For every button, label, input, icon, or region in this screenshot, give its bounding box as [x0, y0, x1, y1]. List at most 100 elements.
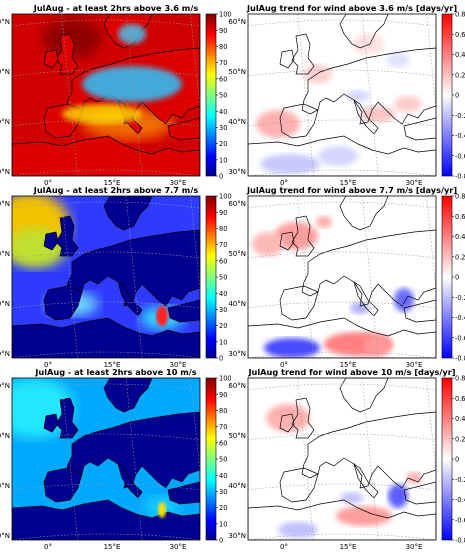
lat-label: 60°N [228, 200, 246, 208]
colorbar-tick-label: 0 [219, 537, 223, 545]
lat-label: 40°N [228, 482, 246, 490]
colorbar-tick-label: 90 [219, 391, 227, 399]
panel-title: JulAug - at least 2hrs above 7.7 m/s [33, 185, 199, 195]
lon-label: 30°E [170, 361, 187, 369]
colorbar-tick-label: 60 [219, 257, 227, 265]
colorbar-tick-label: 40 [219, 290, 227, 298]
lon-label: 30°E [170, 543, 187, 550]
colorbar-tick-label: 0.2 [455, 71, 465, 79]
lon-label: 15°E [104, 179, 121, 187]
colorbar-tick-label: -0.2 [455, 112, 465, 120]
lon-label: 15°E [340, 179, 357, 187]
colorbar-tick-label: 100 [219, 193, 232, 201]
lat-label: 60°N [228, 382, 246, 390]
colorbar-tick-label: 80 [219, 407, 227, 415]
lat-label: 30°N [0, 532, 10, 540]
lon-label: 30°E [170, 179, 187, 187]
colorbar-tick-label: -0.6 [455, 152, 465, 160]
map-field [12, 378, 200, 540]
lon-label: 0° [44, 543, 52, 550]
colorbar-tick-label: -0.4 [455, 314, 465, 322]
colorbar-tick-label: 70 [219, 423, 227, 431]
lat-label: 50°N [0, 432, 10, 440]
colorbar-tick-label: -0.4 [455, 496, 465, 504]
colorbar: 0.8 0.6 0.4 0.2 0 -0.2 -0.4 -0.6 -0.8 [441, 375, 465, 545]
lat-label: 40°N [228, 118, 246, 126]
lat-label: 30°N [228, 168, 246, 176]
lat-label: 50°N [228, 68, 246, 76]
lat-label: 50°N [0, 68, 10, 76]
colorbar-tick-label: 10 [219, 338, 227, 346]
colorbar-tick-label: 90 [219, 209, 227, 217]
colorbar-tick-label: -0.4 [455, 132, 465, 140]
map-panel-e: JulAug - at least 2hrs above 10 m/s 60°N 5… [0, 367, 232, 551]
panel-title: JulAug trend for wind above 7.7 m/s [day… [246, 185, 457, 195]
map-panel-f: JulAug trend for wind above 10 m/s [days… [228, 367, 465, 551]
colorbar-tick-label: 0.6 [455, 213, 465, 221]
colorbar-tick-label: 0.4 [455, 233, 465, 241]
colorbar-tick-label: 0.8 [455, 193, 465, 201]
lat-label: 60°N [0, 200, 10, 208]
map-field [248, 378, 436, 540]
map-panel-d: JulAug trend for wind above 7.7 m/s [day… [228, 185, 465, 369]
colorbar-tick-label: 0 [219, 355, 223, 363]
colorbar-tick-label: 0 [455, 456, 459, 464]
panel-title: JulAug trend for wind above 10 m/s [days… [247, 367, 455, 377]
lat-label: 40°N [0, 300, 10, 308]
colorbar-tick-label: 60 [219, 439, 227, 447]
colorbar-tick-label: 20 [219, 140, 227, 148]
panel-title: JulAug - at least 2hrs above 3.6 m/s [33, 3, 199, 13]
colorbar-tick-label: -0.8 [455, 537, 465, 545]
colorbar-tick-label: 0 [455, 92, 459, 100]
lon-label: 15°E [340, 543, 357, 550]
colorbar-tick-label: 70 [219, 59, 227, 67]
panel-title: JulAug trend for wind above 3.6 m/s [day… [246, 3, 457, 13]
colorbar-tick-label: 0 [219, 173, 223, 181]
lat-label: 30°N [0, 350, 10, 358]
land-overlay [248, 196, 436, 358]
map-panel-b: JulAug trend for wind above 3.6 m/s [day… [228, 3, 465, 187]
lon-label: 15°E [340, 361, 357, 369]
colorbar-tick-label: 30 [219, 124, 227, 132]
graticule [248, 196, 436, 358]
colorbar-tick-label: -0.6 [455, 334, 465, 342]
graticule [248, 14, 436, 176]
lat-label: 40°N [228, 300, 246, 308]
lon-label: 15°E [104, 543, 121, 550]
colorbar-tick-label: 70 [219, 241, 227, 249]
lat-label: 30°N [0, 168, 10, 176]
colorbar-tick-label: 0.6 [455, 31, 465, 39]
map-frame [247, 195, 437, 359]
colorbar-tick-label: -0.8 [455, 355, 465, 363]
land-overlay [12, 378, 200, 540]
map-field [248, 14, 436, 176]
colorbar-tick-label: 40 [219, 472, 227, 480]
lat-label: 50°N [228, 250, 246, 258]
colorbar-tick-label: 20 [219, 322, 227, 330]
colorbar: 0.8 0.6 0.4 0.2 0 -0.2 -0.4 -0.6 -0.8 [441, 11, 465, 181]
lat-label: 30°N [228, 350, 246, 358]
colorbar-tick-label: 90 [219, 27, 227, 35]
land-overlay [12, 14, 200, 176]
lat-label: 60°N [0, 18, 10, 26]
colorbar-tick-label: 0.2 [455, 253, 465, 261]
lat-label: 40°N [0, 118, 10, 126]
map-frame [247, 377, 437, 541]
lon-label: 15°E [104, 361, 121, 369]
lon-label: 0° [44, 361, 52, 369]
lon-label: 0° [280, 179, 288, 187]
land-overlay [12, 196, 200, 358]
colorbar-tick-label: -0.6 [455, 516, 465, 524]
graticule [12, 196, 200, 358]
lat-label: 60°N [228, 18, 246, 26]
colorbar-tick-label: -0.2 [455, 294, 465, 302]
lon-label: 30°E [406, 179, 423, 187]
colorbar-tick-label: -0.8 [455, 173, 465, 181]
map-field [12, 196, 200, 358]
lat-label: 30°N [228, 532, 246, 540]
colorbar-tick-label: 0.8 [455, 11, 465, 19]
graticule [12, 378, 200, 540]
colorbar: 0.8 0.6 0.4 0.2 0 -0.2 -0.4 -0.6 -0.8 [441, 193, 465, 363]
